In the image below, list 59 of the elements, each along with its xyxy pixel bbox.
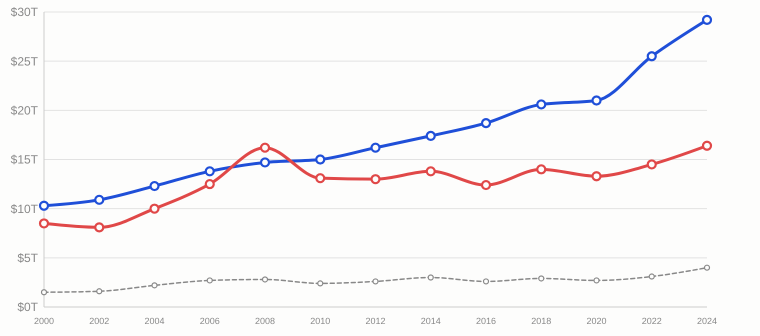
- point: [315, 154, 326, 165]
- x-tick-label: 2020: [586, 316, 607, 326]
- x-tick-label: 2024: [696, 316, 718, 326]
- point: [40, 289, 48, 296]
- x-tick-label: 2000: [34, 316, 54, 326]
- point: [480, 118, 492, 128]
- y-tick-label: $15T: [10, 152, 39, 167]
- point: [372, 278, 379, 285]
- y-tick-label: $5T: [17, 251, 39, 266]
- point: [704, 264, 710, 271]
- point: [38, 218, 50, 229]
- point: [315, 173, 326, 184]
- point: [149, 204, 160, 214]
- point: [262, 276, 268, 283]
- x-tick-label: 2012: [365, 316, 386, 326]
- x-tick-label: 2002: [89, 316, 110, 326]
- point: [648, 273, 655, 280]
- point: [204, 166, 215, 176]
- point: [702, 140, 712, 151]
- x-tick-label: 2010: [310, 316, 330, 326]
- point: [370, 174, 381, 184]
- point: [593, 277, 600, 284]
- point: [426, 130, 436, 141]
- x-tick-label: 2006: [200, 316, 220, 326]
- point: [702, 14, 712, 25]
- point: [149, 180, 160, 192]
- y-tick-label: $0T: [17, 300, 39, 314]
- point: [94, 194, 104, 205]
- point: [38, 200, 50, 211]
- y-tick-label: $30T: [10, 5, 39, 20]
- x-tick-label: 2004: [144, 316, 165, 326]
- point: [536, 99, 546, 110]
- x-tick-label: 2008: [254, 316, 276, 326]
- point: [204, 178, 215, 190]
- y-tick-label: $25T: [10, 54, 39, 68]
- point: [536, 164, 546, 174]
- point: [260, 142, 270, 153]
- point: [317, 280, 324, 286]
- y-tick-label: $10T: [10, 202, 39, 216]
- x-tick-label: 2014: [420, 316, 441, 326]
- point: [646, 159, 657, 170]
- point: [591, 95, 602, 106]
- point: [480, 180, 492, 190]
- point: [151, 282, 158, 288]
- point: [538, 275, 544, 282]
- point: [206, 277, 213, 284]
- point: [428, 274, 434, 281]
- x-tick-label: 2022: [642, 316, 662, 326]
- x-tick-label: 2016: [476, 316, 496, 326]
- x-tick-label: 2018: [531, 316, 552, 326]
- point: [94, 222, 104, 232]
- point: [426, 166, 436, 176]
- point: [591, 171, 602, 182]
- y-tick-label: $20T: [10, 104, 39, 118]
- point: [646, 51, 657, 62]
- point: [260, 157, 270, 168]
- point: [482, 278, 490, 285]
- point: [370, 142, 381, 153]
- point: [96, 288, 102, 294]
